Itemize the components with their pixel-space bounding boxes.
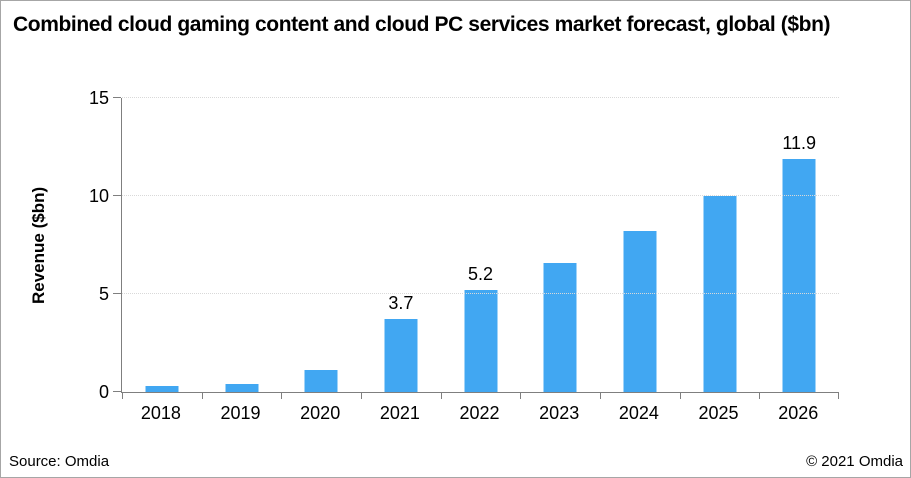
x-tick-mark-0 <box>122 392 123 399</box>
copyright-note: © 2021 Omdia <box>806 453 903 470</box>
bar-2026 <box>782 158 816 392</box>
bar-cell-2018 <box>122 98 202 392</box>
x-tick-mark-3 <box>360 392 362 399</box>
x-tick-label-2023: 2023 <box>539 403 580 423</box>
bar-2021 <box>384 319 418 392</box>
bar-cell-2026: 11.9 <box>759 98 839 392</box>
bar-2022 <box>464 290 498 392</box>
source-note: Source: Omdia <box>9 453 110 470</box>
bar-value-label-2026: 11.9 <box>782 132 817 153</box>
bar-cell-2019 <box>202 98 282 392</box>
y-tick-label-15: 15 <box>88 88 109 108</box>
x-tick-labels: 2018 2019 2020 2021 2022 2023 2024 2025 2026 <box>121 403 838 425</box>
x-tick-label-2024: 2024 <box>618 403 659 423</box>
y-tick-labels: 0 5 10 15 <box>59 89 109 401</box>
x-tick-mark-4 <box>440 392 442 399</box>
y-tick-mark-5 <box>113 293 121 294</box>
y-tick-label-10: 10 <box>88 186 109 206</box>
bar-2019 <box>225 384 258 392</box>
x-tick-label-2025: 2025 <box>698 403 739 423</box>
x-tick-mark-8 <box>759 392 761 399</box>
bar-2023 <box>543 262 577 392</box>
y-tick-label-0: 0 <box>98 382 109 402</box>
gridline-5 <box>122 293 839 294</box>
bar-cell-2020 <box>281 98 361 392</box>
y-tick-mark-10 <box>113 195 121 196</box>
x-tick-mark-7 <box>679 392 681 399</box>
x-tick-label-2022: 2022 <box>459 403 500 423</box>
x-tick-mark-6 <box>599 392 601 399</box>
bar-2018 <box>145 386 179 392</box>
chart-title: Combined cloud gaming content and cloud … <box>13 13 831 36</box>
bar-cell-2022: 5.2 <box>441 98 521 392</box>
x-tick-label-2021: 2021 <box>379 403 420 423</box>
bar-2024 <box>623 231 657 392</box>
x-tick-mark-1 <box>201 392 203 399</box>
bar-2025 <box>703 196 737 392</box>
plot-area: 3.7 5.2 11.9 <box>113 97 839 399</box>
y-tick-mark-0 <box>113 391 121 392</box>
x-tick-label-2026: 2026 <box>778 403 819 423</box>
x-tick-mark-9 <box>837 392 839 399</box>
bar-cell-2023 <box>520 98 600 392</box>
x-tick-mark-2 <box>281 392 283 399</box>
y-tick-label-5: 5 <box>98 284 109 304</box>
x-tick-label-2020: 2020 <box>300 403 341 423</box>
bar-cell-2021: 3.7 <box>361 98 441 392</box>
bar-cell-2024 <box>600 98 680 392</box>
x-tick-mark-5 <box>520 392 522 399</box>
gridline-10 <box>122 195 839 196</box>
bar-cell-2025 <box>680 98 760 392</box>
bar-2020 <box>304 370 338 392</box>
y-axis-title: Revenue ($bn) <box>29 186 48 304</box>
bar-value-label-2022: 5.2 <box>468 264 494 285</box>
x-tick-label-2018: 2018 <box>140 403 181 423</box>
y-tick-mark-15 <box>113 97 121 98</box>
bars-row: 3.7 5.2 11.9 <box>122 98 839 392</box>
gridline-15 <box>122 97 839 98</box>
x-tick-label-2019: 2019 <box>220 403 261 423</box>
bar-value-label-2021: 3.7 <box>388 293 414 314</box>
